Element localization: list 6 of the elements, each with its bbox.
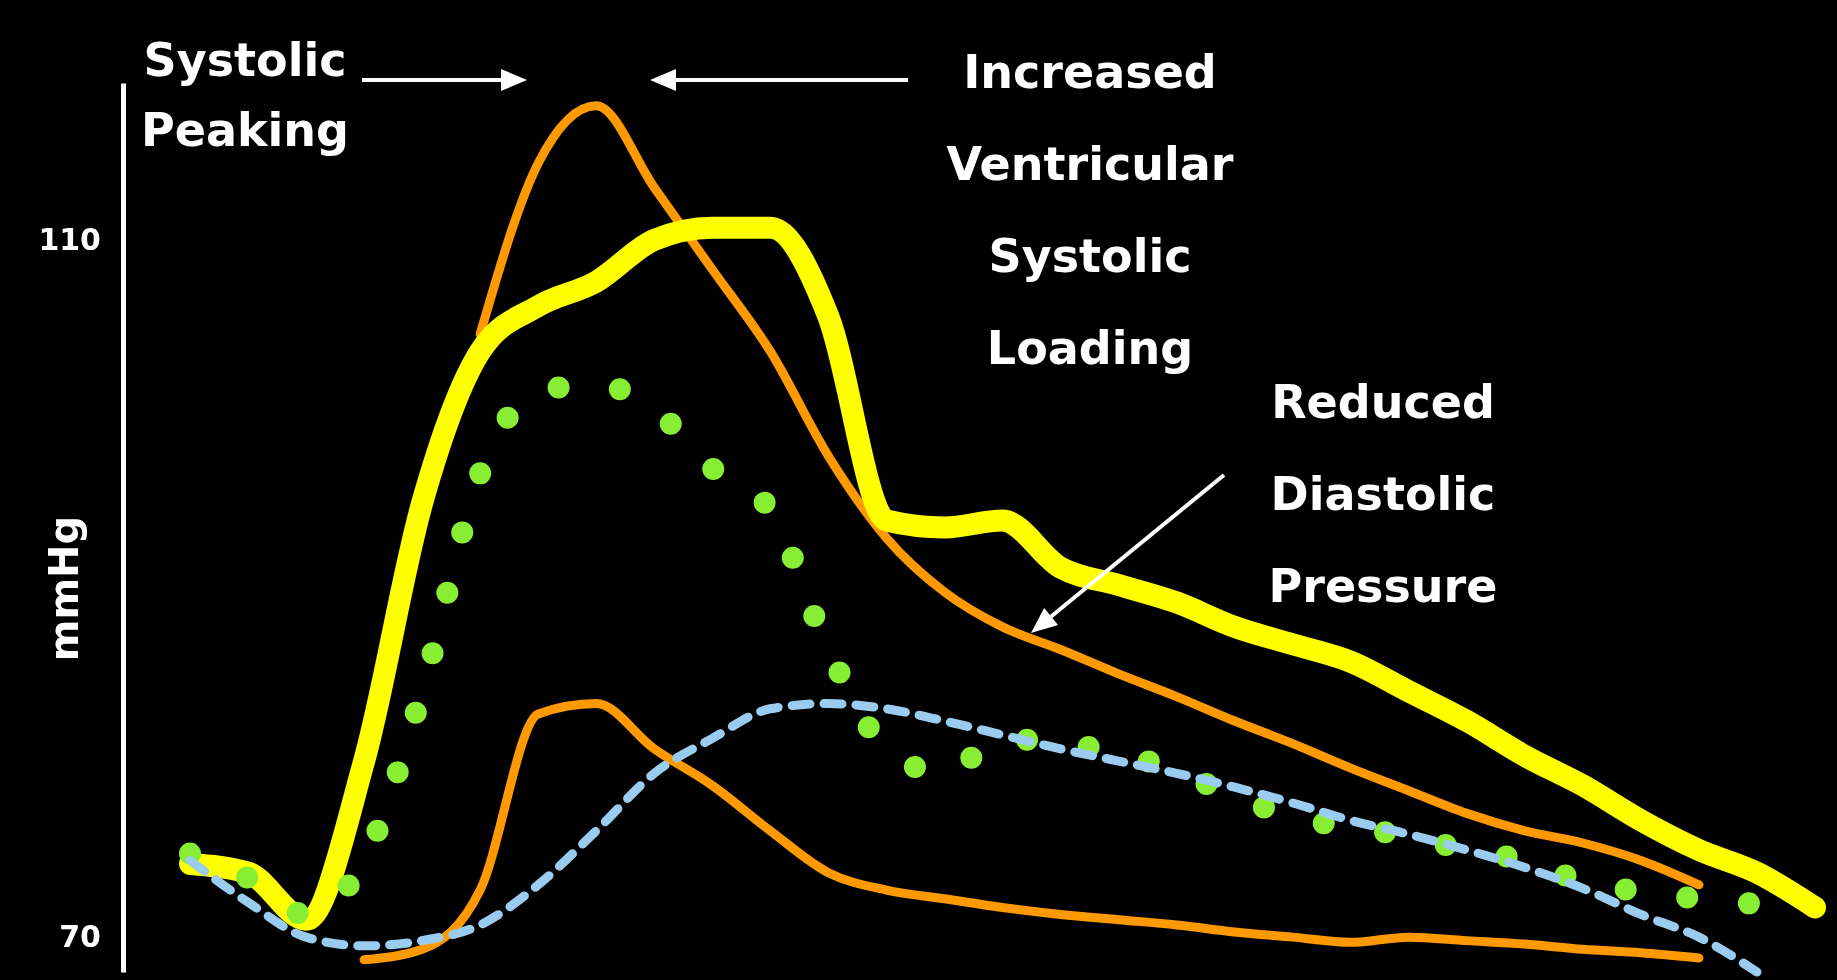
annotation: Increased Ventricular Systolic Loading [946, 45, 1234, 375]
y-axis-title: mmHg [41, 515, 87, 662]
y-tick-label: 110 [38, 221, 101, 257]
annotation: Systolic Peaking [141, 33, 349, 157]
y-tick-label: 70 [59, 919, 101, 955]
annotation: Reduced Diastolic Pressure [1268, 375, 1498, 613]
